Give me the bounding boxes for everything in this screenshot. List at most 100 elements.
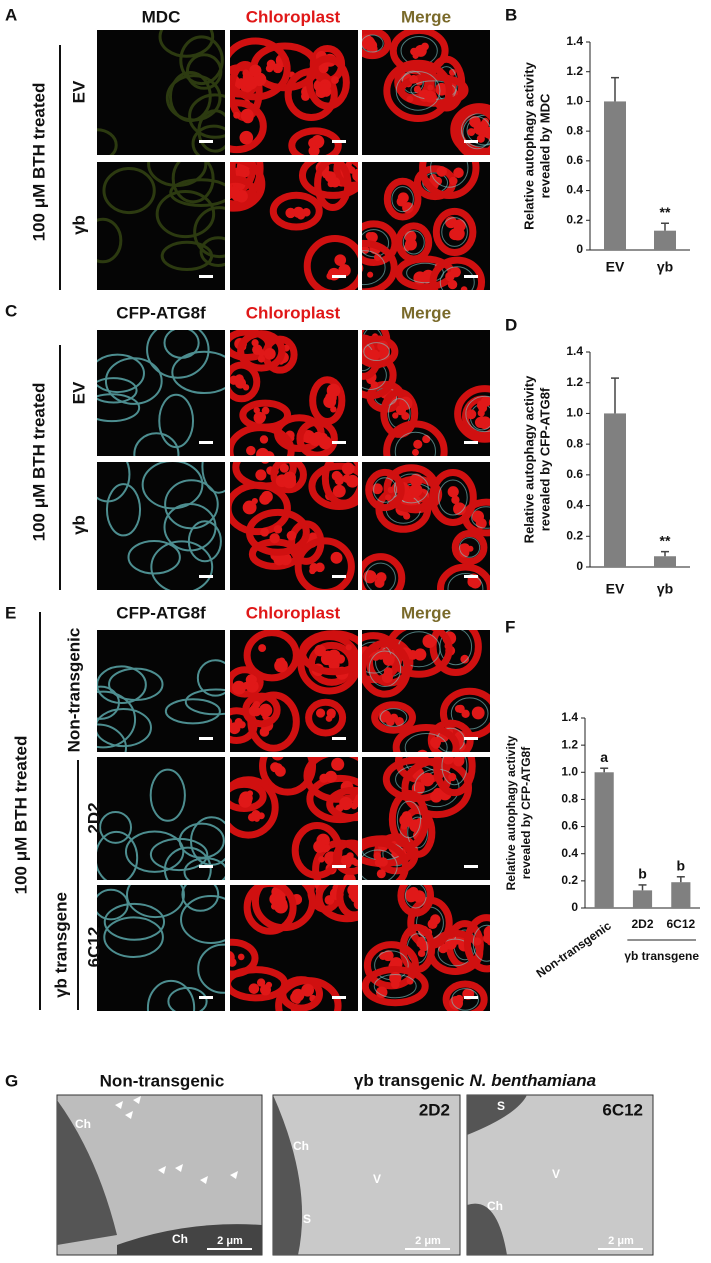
panel-title: γb transgenic N. benthamiana [354,1071,596,1090]
micrograph [230,462,358,590]
cell-ring [454,385,490,443]
cell-outline [127,540,181,575]
chloroplast [411,448,419,456]
chloroplast [447,941,454,949]
y-tick-label: 0.6 [561,819,578,833]
scale-bar [332,441,346,444]
micrograph-content [97,330,225,456]
overlay [365,562,396,590]
cell-outline [97,685,120,720]
chloroplast [334,254,347,267]
x-tick-label: EV [606,259,625,275]
chloroplast [457,591,468,602]
chloroplast [263,451,275,456]
chloroplast [453,167,464,179]
chloroplast [242,69,250,77]
chloroplast [409,473,423,487]
tem-label: V [552,1167,560,1181]
chloroplast [238,794,253,808]
micrograph [362,30,490,155]
chloroplast [355,794,358,803]
cell-ring [362,239,398,290]
y-tick-label: 0.4 [566,498,583,512]
overlay [471,506,490,529]
micrograph-content [97,162,225,290]
y-axis-label: Relative autophagy activity [521,375,536,543]
chloroplast [239,130,254,145]
chloroplast [409,74,419,84]
chloroplast [233,111,241,119]
chloroplast [447,279,458,290]
chloroplast [331,470,342,481]
y-tick-label: 0.8 [561,792,578,806]
micrograph-content [362,330,490,456]
cell-outline [189,816,225,866]
overlay [402,230,425,255]
overlay [362,250,386,286]
chloroplast [274,893,286,905]
cell-outline [155,190,216,239]
cell-outline [181,885,220,912]
cell-ring [362,335,399,368]
row-label: 2D2 [84,802,103,833]
treatment-label: 100 μM BTH treated [11,736,30,895]
cell-outline [171,350,225,395]
cell-ring [362,966,429,1007]
micrograph [97,630,225,752]
chloroplast [374,577,385,588]
chloroplast [258,644,267,653]
chloroplast [286,530,297,541]
chloroplast [282,474,297,489]
y-tick-label: 1.0 [566,94,583,108]
cell-outline [146,979,196,1011]
cell-outline [105,483,142,537]
cell-ring [303,235,358,290]
cell-ring [371,701,416,734]
chloroplast [397,192,409,204]
chloroplast [454,705,463,713]
significance-label: b [677,857,686,873]
cell-ring [308,462,358,510]
chloroplast [235,78,247,89]
cell-ring [230,175,257,208]
chloroplast [447,486,459,498]
treatment-label: 100 μM BTH treated [29,383,48,542]
scale-bar [464,865,478,868]
y-tick-label: 0.8 [566,436,583,450]
y-tick-label: 0.6 [566,153,583,167]
chloroplast [257,355,266,363]
bar [604,413,626,567]
micrograph [230,630,358,752]
cell-ring [242,692,281,728]
chloroplast [311,135,325,149]
cell-ring [362,639,411,698]
chloroplast [466,409,477,420]
column-header: CFP-ATG8f [116,303,206,322]
bar [671,882,691,908]
panel-title: Non-transgenic [100,1071,225,1090]
cell-ring [270,462,307,494]
chloroplast [460,654,470,664]
cell-ring [314,162,352,212]
panel-letter: B [505,5,517,24]
significance-label: a [600,749,608,765]
chloroplast [481,121,489,130]
overlay [395,71,441,111]
cell-outline [103,916,164,958]
overlay [462,116,490,150]
chloroplast [401,811,412,821]
chloroplast [259,435,269,444]
tem-label: Ch [487,1199,503,1213]
scale-bar [332,865,346,868]
micrograph [97,757,225,880]
title-part: N. benthamiana [469,1071,596,1090]
significance-label: ** [660,204,671,220]
cell-outline [164,479,219,530]
chloroplast [375,986,388,999]
arrowhead [175,1164,183,1172]
micrograph [230,885,358,1011]
chloroplast [261,462,269,464]
overlay [465,395,490,433]
micrograph-content [230,30,358,155]
cell-ring [362,632,403,684]
